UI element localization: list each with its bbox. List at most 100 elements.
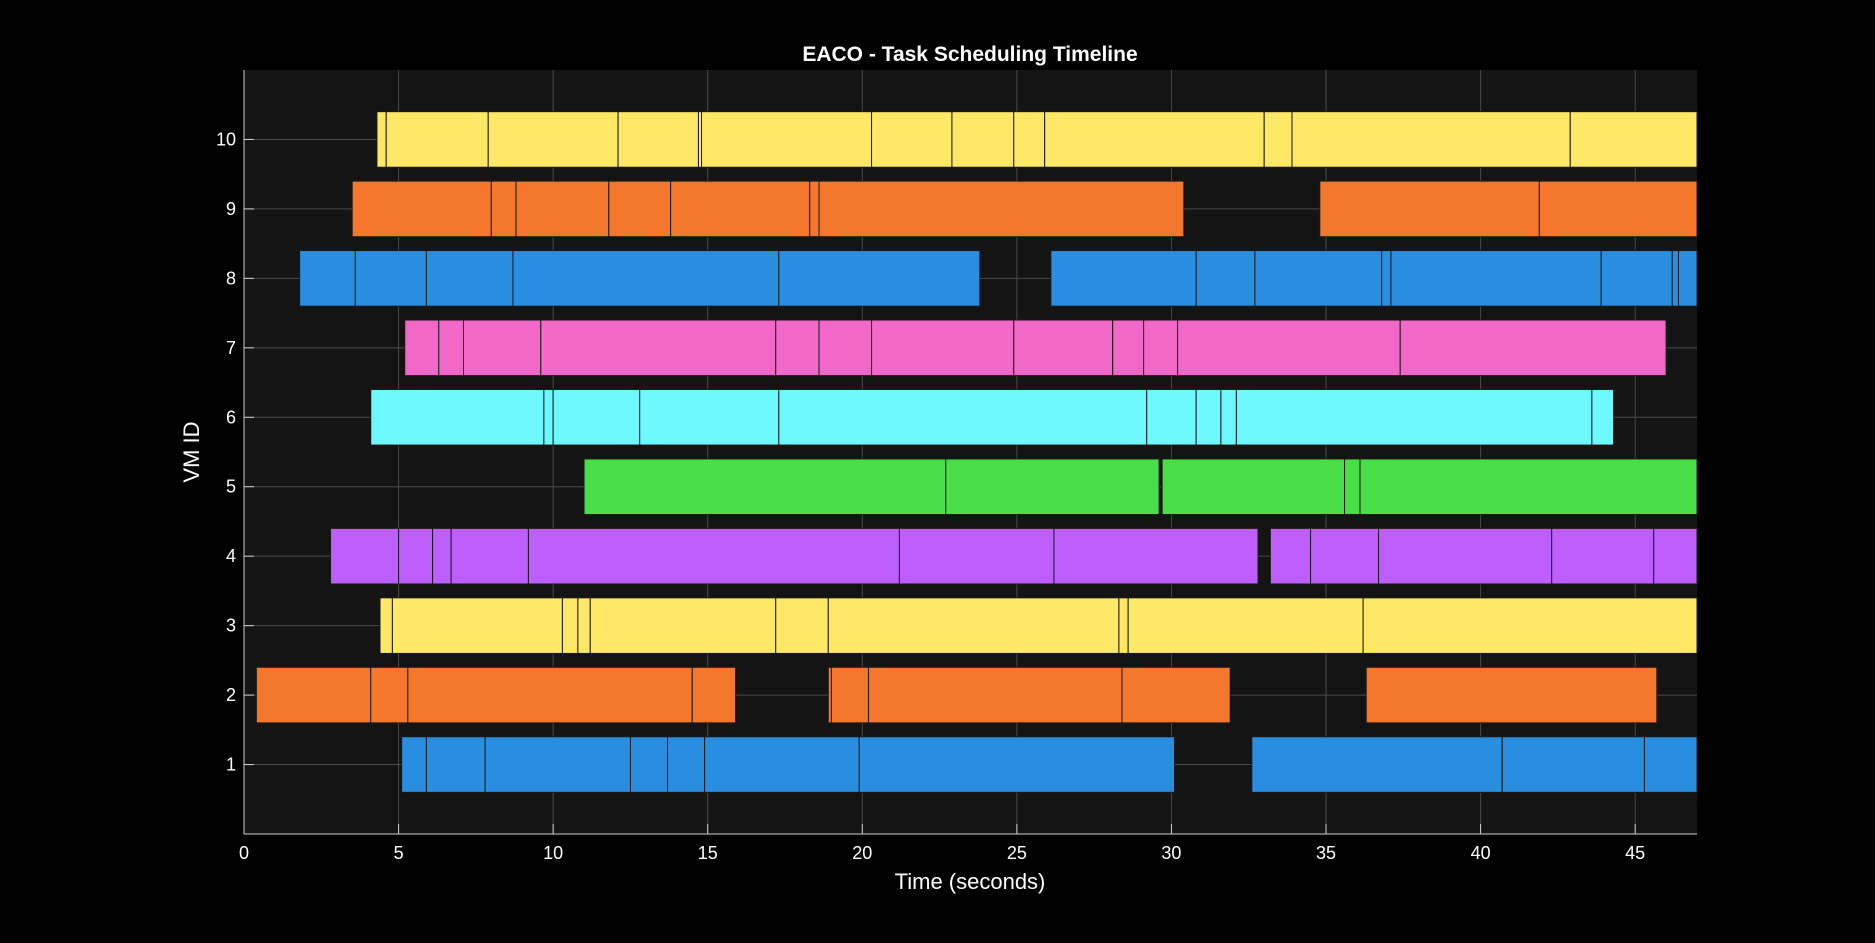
x-tick-label: 45	[1625, 843, 1645, 863]
task-bar-vm-3	[561, 597, 579, 654]
task-bar-vm-1	[1501, 736, 1645, 793]
task-bar-vm-8	[425, 250, 514, 307]
y-tick-label: 6	[226, 407, 236, 427]
x-tick-label: 5	[394, 843, 404, 863]
task-bar-vm-8	[778, 250, 981, 307]
task-bar-vm-4	[527, 527, 900, 585]
y-tick-label: 4	[226, 546, 236, 566]
task-bar-vm-9	[490, 180, 517, 238]
task-bar-vm-2	[1121, 666, 1231, 724]
y-tick-label: 5	[226, 477, 236, 497]
task-bar-vm-10	[376, 111, 387, 168]
task-bar-vm-7	[775, 319, 820, 377]
task-bar-vm-4	[450, 527, 529, 585]
y-tick-label: 3	[226, 616, 236, 636]
task-bar-vm-6	[1195, 388, 1222, 446]
task-bar-vm-1	[1643, 736, 1698, 793]
task-bar-vm-4	[330, 527, 400, 585]
task-bar-vm-5	[1344, 458, 1361, 516]
task-bar-vm-10	[701, 111, 873, 168]
task-bar-vm-6	[543, 388, 554, 446]
y-tick-label: 9	[226, 199, 236, 219]
task-bar-vm-4	[1551, 527, 1655, 585]
task-bar-vm-7	[1399, 319, 1667, 377]
task-bar-vm-9	[515, 180, 610, 238]
task-bar-vm-7	[404, 319, 440, 377]
x-tick-label: 30	[1161, 843, 1181, 863]
task-bar-vm-1	[484, 736, 631, 793]
task-bar-vm-1	[1251, 736, 1503, 793]
task-bar-vm-2	[407, 666, 693, 724]
task-bar-vm-5	[1161, 458, 1346, 516]
task-bar-vm-4	[1653, 527, 1698, 585]
y-tick-label: 7	[226, 338, 236, 358]
task-bar-vm-4	[1310, 527, 1380, 585]
task-bar-vm-2	[255, 666, 372, 724]
task-bar-vm-3	[379, 597, 393, 654]
task-bar-vm-6	[778, 388, 1148, 446]
task-bar-vm-10	[1044, 111, 1265, 168]
task-bar-vm-2	[830, 666, 869, 724]
task-bars	[255, 111, 1698, 793]
task-bar-vm-6	[1235, 388, 1593, 446]
task-bar-vm-7	[1013, 319, 1114, 377]
task-bar-vm-9	[351, 180, 492, 238]
task-bar-vm-8	[1390, 250, 1602, 307]
task-bar-vm-2	[867, 666, 1123, 724]
task-bar-vm-10	[871, 111, 953, 168]
x-tick-label: 15	[698, 843, 718, 863]
task-bar-vm-9	[1538, 180, 1698, 238]
x-tick-label: 20	[852, 843, 872, 863]
task-bar-vm-7	[818, 319, 873, 377]
task-bar-vm-3	[1127, 597, 1364, 654]
task-bar-vm-6	[639, 388, 780, 446]
task-bar-vm-9	[818, 180, 1185, 238]
task-bar-vm-3	[775, 597, 829, 654]
task-bar-vm-4	[1269, 527, 1312, 585]
task-bar-vm-5	[945, 458, 1160, 516]
y-tick-label: 1	[226, 755, 236, 775]
task-bar-vm-8	[354, 250, 427, 307]
task-bar-vm-8	[1195, 250, 1256, 307]
task-bar-vm-8	[512, 250, 780, 307]
task-bar-vm-8	[1254, 250, 1383, 307]
task-bar-vm-10	[1569, 111, 1698, 168]
task-bar-vm-7	[540, 319, 777, 377]
x-tick-label: 10	[543, 843, 563, 863]
task-bar-vm-4	[898, 527, 1055, 585]
task-bar-vm-3	[589, 597, 777, 654]
y-tick-label: 2	[226, 685, 236, 705]
task-bar-vm-1	[401, 736, 427, 793]
task-bar-vm-8	[1600, 250, 1673, 307]
task-bar-vm-8	[1671, 250, 1679, 307]
task-bar-vm-3	[577, 597, 591, 654]
task-bar-vm-9	[1319, 180, 1540, 238]
task-bar-vm-2	[1365, 666, 1658, 724]
task-bar-vm-1	[858, 736, 1176, 793]
task-bar-vm-10	[617, 111, 699, 168]
task-bar-vm-6	[1220, 388, 1237, 446]
task-bar-vm-10	[1263, 111, 1293, 168]
task-bar-vm-6	[1591, 388, 1615, 446]
task-bar-vm-5	[1359, 458, 1698, 516]
x-tick-label: 40	[1471, 843, 1491, 863]
task-bar-vm-1	[425, 736, 486, 793]
y-tick-label: 8	[226, 268, 236, 288]
task-bar-vm-7	[462, 319, 542, 377]
task-bar-vm-3	[827, 597, 1120, 654]
y-tick-label: 10	[216, 129, 236, 149]
task-bar-vm-1	[704, 736, 860, 793]
task-bar-vm-3	[1118, 597, 1129, 654]
task-bar-vm-10	[1291, 111, 1571, 168]
x-tick-label: 0	[239, 843, 249, 863]
task-bar-vm-8	[1677, 250, 1698, 307]
task-bar-vm-6	[552, 388, 641, 446]
task-bar-vm-1	[629, 736, 669, 793]
task-bar-vm-10	[487, 111, 619, 168]
task-bar-vm-7	[1112, 319, 1145, 377]
task-bar-vm-7	[438, 319, 464, 377]
task-bar-vm-10	[1013, 111, 1046, 168]
